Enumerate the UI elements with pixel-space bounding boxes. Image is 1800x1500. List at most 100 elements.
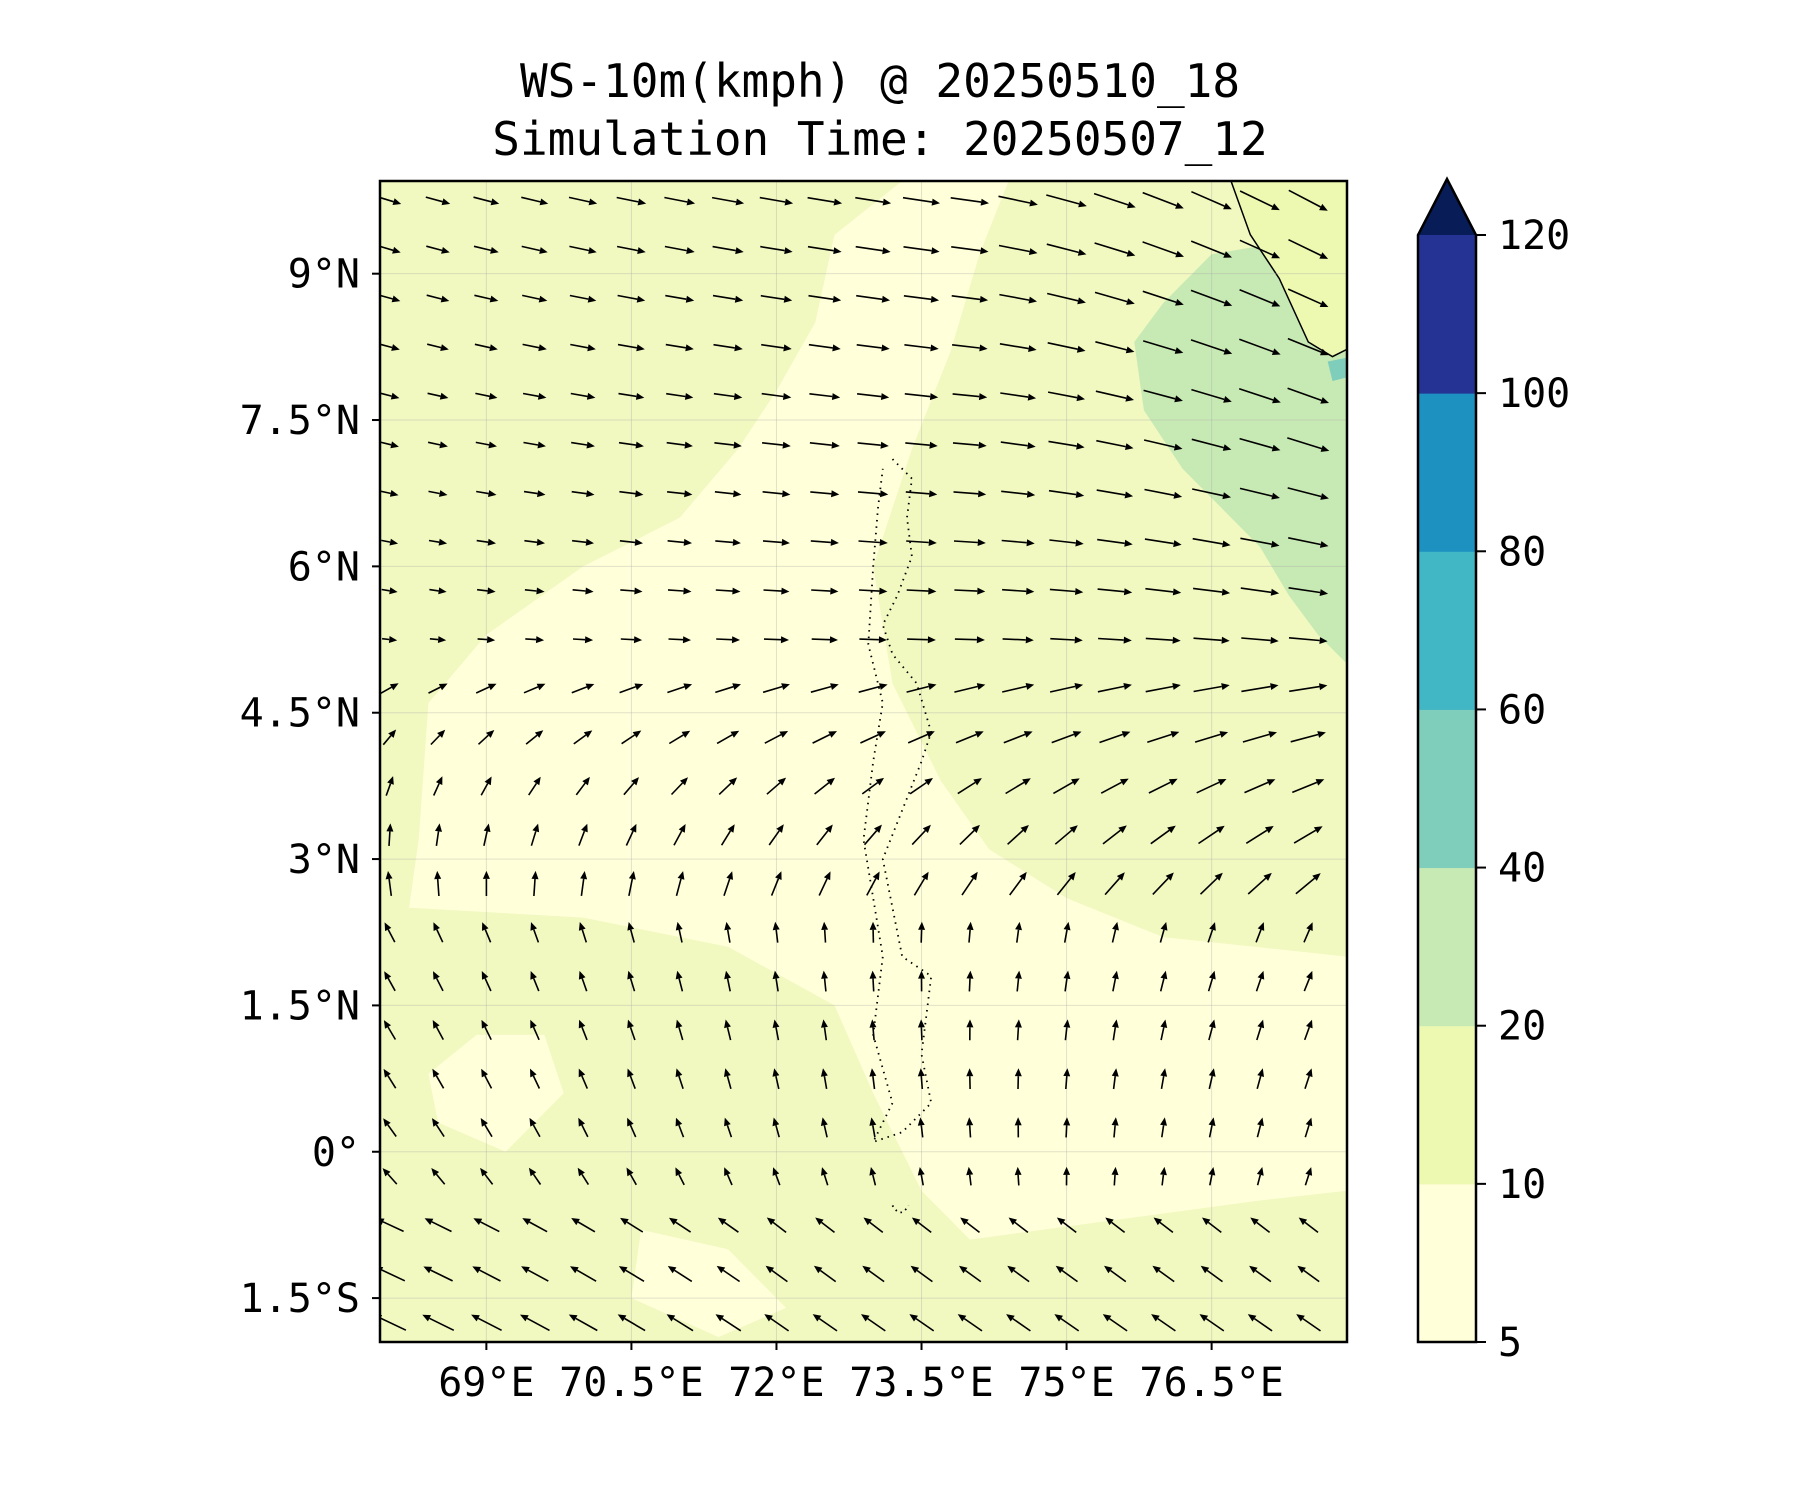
- axes: 69°E 70.5°E 72°E 73.5°E 75°E 76.5°E 9°N 7.5°N 6°…: [240, 252, 1284, 1406]
- wind-arrow: [807, 245, 842, 255]
- wind-arrow: [570, 392, 596, 400]
- wind-arrow: [666, 1314, 694, 1332]
- wind-arrow: [1094, 291, 1135, 305]
- wind-arrow: [1287, 487, 1329, 500]
- wind-arrow: [386, 823, 394, 846]
- wind-arrow: [863, 1217, 884, 1234]
- wind-arrow: [762, 683, 790, 694]
- wind-arrow: [578, 1117, 589, 1138]
- wind-arrow: [1239, 437, 1281, 452]
- wind-arrow: [869, 970, 877, 992]
- wind-arrow: [620, 636, 643, 644]
- wind-arrow: [818, 871, 831, 896]
- wind-arrow: [1002, 587, 1035, 595]
- wind-arrow: [521, 1266, 549, 1282]
- wind-arrow: [571, 441, 595, 449]
- wind-arrow: [917, 1068, 925, 1090]
- wind-arrow: [528, 776, 541, 796]
- wind-arrow: [1145, 683, 1181, 693]
- wind-arrow: [521, 245, 548, 254]
- wind-arrow: [954, 587, 986, 595]
- wind-arrow: [1111, 921, 1119, 943]
- wind-arrow: [1055, 1265, 1078, 1283]
- colorbar-tick-label: 5: [1498, 1320, 1522, 1366]
- wind-arrow: [1005, 778, 1031, 795]
- wind-arrow: [1144, 538, 1182, 548]
- wind-arrow: [570, 1266, 597, 1282]
- calm-region-1: [428, 1034, 564, 1152]
- wind-arrow: [904, 344, 939, 352]
- wind-arrow: [1239, 239, 1281, 259]
- wind-arrow: [666, 441, 693, 449]
- wind-arrow: [1287, 437, 1330, 452]
- coastline-india: [1230, 181, 1347, 358]
- wind-arrow: [428, 683, 448, 694]
- wind-arrow: [1000, 392, 1037, 401]
- wind-arrow: [966, 970, 974, 992]
- coastal-strong-patch: [1327, 357, 1347, 381]
- wind-arrow: [951, 246, 989, 255]
- wind-arrow: [383, 1020, 397, 1040]
- wind-arrow: [911, 1217, 932, 1234]
- wind-arrow: [917, 1117, 925, 1138]
- wind-arrow: [760, 294, 793, 303]
- wind-arrow: [1100, 778, 1129, 794]
- wind-arrow: [772, 970, 780, 992]
- y-tick-label: 3°N: [288, 837, 360, 883]
- wind-arrow: [580, 871, 588, 897]
- wind-arrow: [998, 195, 1038, 207]
- wind-arrow: [480, 1118, 493, 1138]
- wind-arrow: [1304, 1117, 1313, 1138]
- wind-arrow: [1304, 1068, 1313, 1090]
- wind-arrow: [571, 1218, 596, 1233]
- wind-arrow: [665, 294, 695, 303]
- wind-arrow: [1015, 970, 1022, 992]
- wind-arrow: [1288, 189, 1328, 211]
- wind-arrow: [960, 1217, 980, 1234]
- wind-arrow: [858, 683, 888, 693]
- wind-arrow: [764, 731, 789, 744]
- wind-arrow: [724, 1167, 733, 1186]
- wind-arrow: [382, 1168, 398, 1185]
- wind-arrow: [1147, 731, 1180, 744]
- y-tick-label: 7.5°N: [240, 398, 360, 444]
- wind-arrow: [1255, 922, 1265, 943]
- wind-arrow: [759, 196, 794, 206]
- wind-arrow: [530, 1068, 541, 1089]
- colorbar-segment: [1418, 235, 1476, 394]
- wind-arrow: [1293, 826, 1323, 844]
- wind-arrow: [618, 1266, 645, 1282]
- wind-arrow: [866, 871, 880, 896]
- wind-arrow: [1152, 1265, 1175, 1283]
- wind-arrow: [720, 824, 735, 846]
- wind-arrow: [999, 343, 1037, 352]
- wind-arrow: [522, 343, 547, 352]
- wind-arrow: [999, 293, 1037, 304]
- colorbar-tick-label: 10: [1498, 1162, 1546, 1208]
- wind-arrow: [856, 294, 891, 303]
- wind-arrow: [380, 392, 400, 400]
- wind-arrow: [715, 683, 741, 694]
- y-tick-label: 1.5°N: [240, 983, 360, 1029]
- wind-arrow: [1145, 587, 1182, 596]
- wind-arrow: [380, 441, 399, 449]
- wind-arrow: [1288, 238, 1329, 259]
- wind-arrow: [666, 392, 694, 400]
- map-area: [380, 181, 1347, 1342]
- wind-arrow: [1006, 1314, 1031, 1332]
- wind-arrow: [1247, 1314, 1273, 1332]
- wind-arrow: [772, 1167, 781, 1186]
- wind-arrow: [570, 343, 596, 352]
- wind-arrow: [667, 683, 693, 694]
- wind-arrow: [627, 1019, 636, 1041]
- wind-arrow: [523, 683, 546, 694]
- wind-arrow: [1239, 288, 1281, 307]
- wind-arrow: [1207, 922, 1216, 943]
- wind-arrow: [724, 1068, 732, 1090]
- wind-arrow: [816, 824, 833, 846]
- wind-arrow: [1239, 338, 1281, 355]
- wind-arrow: [763, 636, 789, 644]
- wind-arrow: [910, 1265, 933, 1283]
- wind-arrow: [1097, 538, 1133, 547]
